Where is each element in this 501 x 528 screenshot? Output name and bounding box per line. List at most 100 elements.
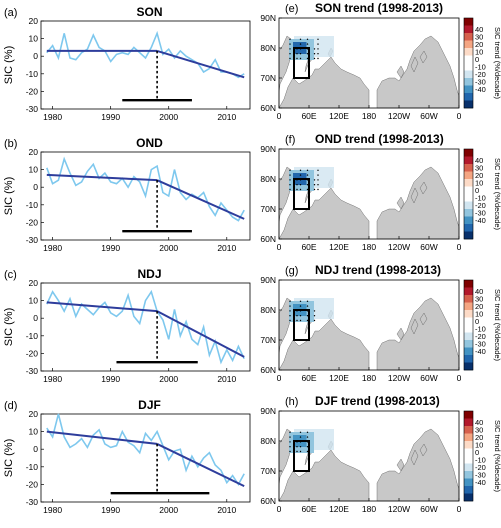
- colorbar-swatch: [464, 171, 473, 180]
- significance-dot: [296, 319, 298, 322]
- significance-dot: [296, 184, 298, 186]
- land-mass: [278, 449, 370, 502]
- significance-dot: [299, 431, 302, 433]
- colorbar-frame: [463, 17, 474, 109]
- island: [419, 443, 428, 457]
- colorbar-tick-label: -10: [475, 455, 486, 464]
- colorbar-swatch: [464, 156, 473, 165]
- lon-tick-label: 0: [277, 373, 282, 383]
- colorbar-tick-label: 10: [475, 47, 483, 56]
- colorbar-tick-label: 10: [475, 178, 483, 187]
- x-tick-label: 2000: [159, 505, 178, 515]
- colorbar-tick-label: -40: [475, 85, 486, 94]
- colorbar-swatch: [464, 40, 473, 49]
- colorbar-tick-label: 10: [475, 440, 483, 449]
- colorbar-swatch: [464, 295, 473, 303]
- sic-series-line: [46, 30, 245, 79]
- colorbar-tick-label: 30: [475, 294, 483, 303]
- significance-dot: [317, 184, 319, 186]
- colorbar-tick-label: 40: [475, 25, 483, 34]
- colorbar-swatch: [464, 70, 473, 79]
- lon-tick-label: 0: [457, 504, 462, 514]
- colorbar-label: SIC trend (%/decade): [493, 27, 501, 100]
- colorbar-swatch: [464, 310, 473, 318]
- lon-tick-label: 0: [277, 504, 282, 514]
- region-box: [293, 440, 310, 472]
- colorbar-frame: [463, 148, 474, 240]
- colorbar-tick-label: 0: [475, 186, 479, 195]
- colorbar-tick-label: -40: [475, 478, 486, 487]
- colorbar-swatch: [464, 55, 473, 64]
- colorbar-swatch: [464, 411, 473, 419]
- island: [419, 312, 428, 326]
- significance-dot: [306, 174, 309, 176]
- colorbar-swatch: [464, 317, 473, 326]
- lat-tick-label: 90N: [260, 275, 276, 285]
- significance-dot: [299, 319, 302, 322]
- colorbar-swatch: [464, 85, 473, 94]
- trend-segment: [46, 173, 158, 182]
- y-tick-label: -30: [26, 366, 39, 376]
- colorbar-tick-label: 0: [475, 317, 479, 326]
- sic-series-line: [46, 413, 245, 486]
- lat-tick-label: 80N: [260, 174, 276, 184]
- colorbar-tick-label: 20: [475, 171, 483, 180]
- significance-dot: [289, 169, 291, 171]
- colorbar-swatch: [464, 280, 473, 288]
- sic-series-line: [46, 156, 245, 222]
- significance-dot: [299, 53, 302, 55]
- land-mass: [376, 35, 460, 109]
- lat-tick-label: 60N: [260, 365, 276, 375]
- significance-dot: [306, 57, 309, 60]
- y-axis-label: SIC (%): [3, 439, 15, 478]
- colorbar-swatch: [464, 463, 473, 472]
- colorbar-swatch: [464, 201, 473, 210]
- sic-series-line: [46, 289, 245, 365]
- significance-dot: [289, 300, 291, 302]
- trend-segment: [46, 430, 158, 445]
- colorbar-tick-label: 10: [475, 309, 483, 318]
- x-tick-label: 2010: [217, 374, 236, 384]
- y-tick-label: 0: [33, 313, 38, 323]
- lon-tick-label: 180: [362, 373, 376, 383]
- x-tick-label: 1980: [43, 505, 62, 515]
- colorbar-swatch: [464, 100, 473, 109]
- significance-dot: [317, 43, 319, 45]
- region-box: [293, 47, 310, 79]
- significance-dot: [299, 174, 302, 176]
- significance-dot: [299, 305, 302, 307]
- colorbar-swatch: [464, 216, 473, 225]
- x-tick-label: 2000: [159, 374, 178, 384]
- colorbar-swatch: [464, 78, 473, 86]
- panel-label: (d): [4, 400, 17, 412]
- colorbar-swatch: [464, 93, 473, 101]
- panel-label: (f): [285, 134, 295, 146]
- significance-dot: [317, 48, 319, 50]
- colorbar-swatch: [464, 493, 473, 502]
- significance-dot: [317, 188, 319, 191]
- colorbar-tick-label: 30: [475, 32, 483, 41]
- lon-tick-label: 60E: [301, 373, 316, 383]
- lat-tick-label: 80N: [260, 305, 276, 315]
- y-tick-label: 10: [29, 34, 39, 44]
- significance-dot: [299, 57, 302, 60]
- lon-tick-label: 120W: [388, 111, 410, 121]
- significance-dot: [317, 179, 319, 181]
- y-tick-label: -10: [26, 69, 39, 79]
- colorbar-tick-label: 40: [475, 287, 483, 296]
- y-tick-label: 20: [29, 278, 39, 288]
- panel-title: SON: [136, 5, 162, 19]
- significance-dot: [299, 450, 302, 453]
- y-tick-label: 10: [29, 296, 39, 306]
- significance-dot: [289, 319, 291, 322]
- colorbar-tick-label: -30: [475, 77, 486, 86]
- y-tick-label: -30: [26, 235, 39, 245]
- significance-dot: [289, 450, 291, 453]
- significance-dot: [289, 38, 291, 40]
- significance-dot: [299, 300, 302, 302]
- significance-dot: [306, 53, 309, 55]
